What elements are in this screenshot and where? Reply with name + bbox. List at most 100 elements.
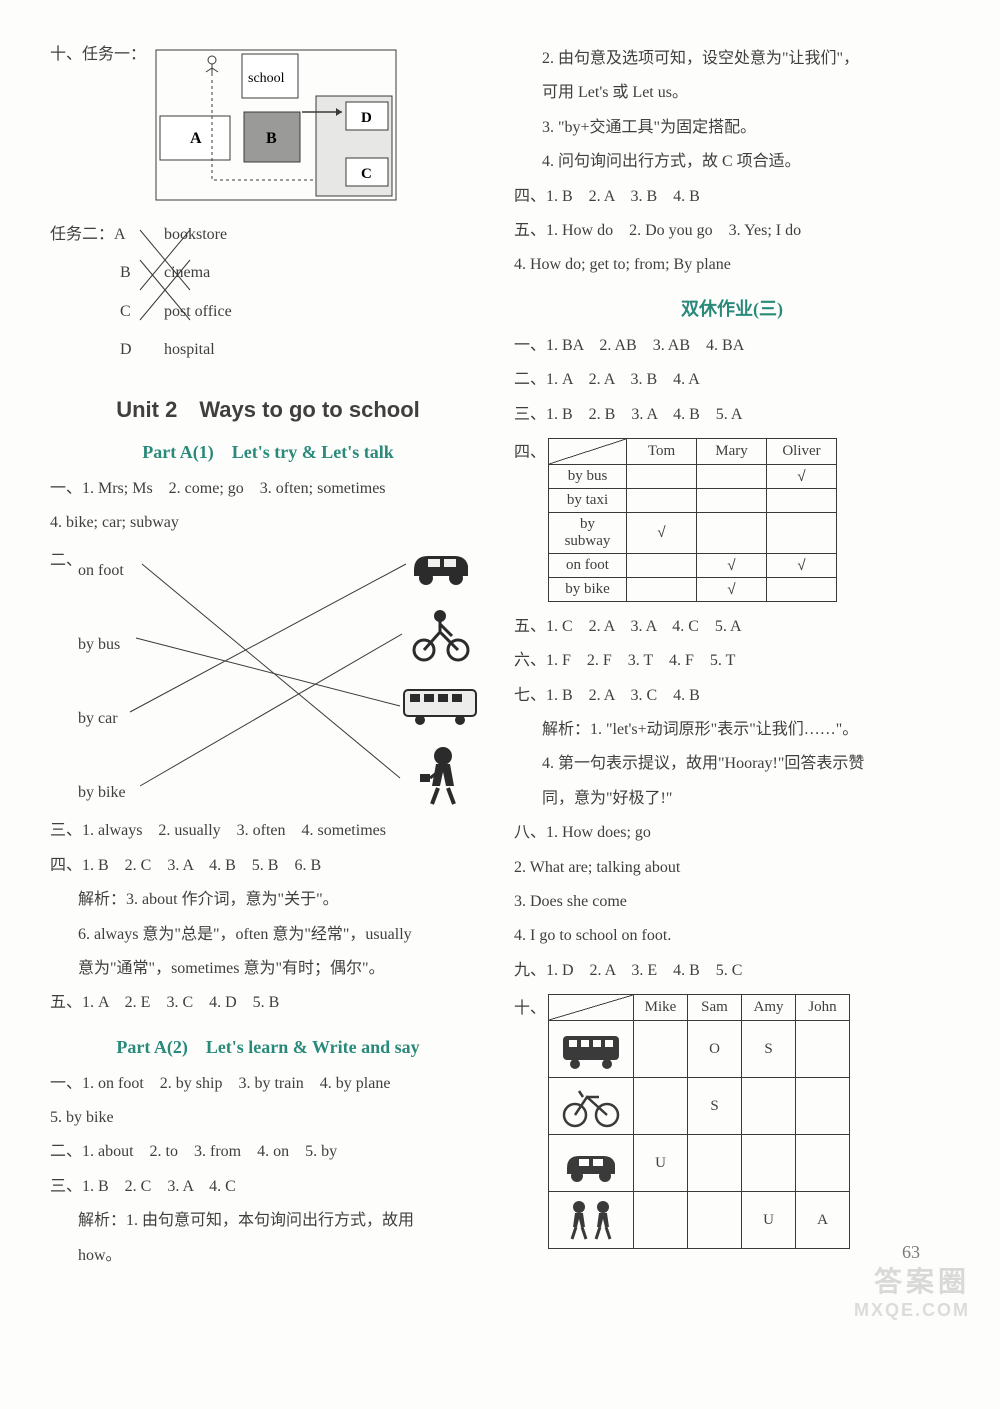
t2-l-d: D [50, 335, 164, 365]
t2-r-3: hospital [164, 335, 215, 365]
t4-cell [697, 512, 767, 553]
h7: 七、1. B 2. A 3. C 4. B [514, 681, 950, 711]
r3: 3. "by+交通工具"为固定搭配。 [514, 113, 950, 143]
h2: 二、1. A 2. A 3. B 4. A [514, 365, 950, 395]
t10-bus-icon [549, 1021, 634, 1078]
t10-cell [796, 1078, 850, 1135]
hw-title: 双休作业(三) [514, 295, 950, 321]
r2b: 可用 Let's 或 Let us。 [514, 78, 950, 108]
t10-cell: S [742, 1021, 796, 1078]
t4-cell [767, 488, 837, 512]
t4-cell [697, 488, 767, 512]
task1-label: 十、任务一： [50, 40, 146, 70]
a2-1: 一、1. on foot 2. by ship 3. by train 4. b… [50, 1069, 486, 1099]
right-column: 2. 由句意及选项可知，设空处意为"让我们"， 可用 Let's 或 Let u… [514, 40, 950, 1275]
t4c2: Oliver [767, 438, 837, 464]
t10-bike-icon [549, 1078, 634, 1135]
m-onfoot: on foot [78, 556, 124, 586]
ans-3: 三、1. always 2. usually 3. often 4. somet… [50, 816, 486, 846]
t2-l-a: A [114, 226, 126, 243]
t10-cell [688, 1192, 742, 1249]
t4r3: on foot [549, 553, 627, 577]
t10-car-icon [549, 1135, 634, 1192]
t2-r-2: post office [164, 297, 232, 327]
t4-cell: √ [767, 464, 837, 488]
h8b: 2. What are; talking about [514, 853, 950, 883]
part-a1-title: Part A(1) Let's try & Let's talk [50, 438, 486, 464]
task2-label: 任务二： [50, 226, 114, 243]
ans-4: 四、1. B 2. C 3. A 4. B 5. B 6. B [50, 851, 486, 881]
map-diagram: school A B D C [146, 40, 406, 210]
ans-4-ex3: 意为"通常"，sometimes 意为"有时；偶尔"。 [50, 954, 486, 984]
section2-match: 二、 on foot by bus by car by bike [50, 542, 486, 812]
rs4: 四、1. B 2. A 3. B 4. B [514, 182, 950, 212]
svg-text:school: school [248, 71, 285, 86]
t4-cell [697, 464, 767, 488]
a2-1b: 5. by bike [50, 1103, 486, 1133]
h4-label: 四、 [514, 438, 546, 468]
rs5b: 4. How do; get to; from; By plane [514, 250, 950, 280]
a2-3ex2: how。 [50, 1241, 486, 1271]
r2: 2. 由句意及选项可知，设空处意为"让我们"， [514, 44, 950, 74]
svg-text:C: C [361, 166, 372, 182]
t2-r-0: bookstore [164, 220, 227, 250]
t10-cell: U [742, 1192, 796, 1249]
t4-cell: √ [697, 553, 767, 577]
t4-cell: √ [697, 577, 767, 601]
task1-block: 十、任务一： school A B [50, 40, 486, 210]
t10-cell [796, 1021, 850, 1078]
t4-cell [627, 464, 697, 488]
h8d: 4. I go to school on foot. [514, 921, 950, 951]
car-icon [406, 542, 476, 588]
h8a: 八、1. How does; go [514, 818, 950, 848]
t10-cell [634, 1078, 688, 1135]
ans-1b: 4. bike; car; subway [50, 508, 486, 538]
rs5a: 五、1. How do 2. Do you go 3. Yes; I do [514, 216, 950, 246]
t10-cell: S [688, 1078, 742, 1135]
t4r1: by taxi [549, 488, 627, 512]
bus-icon [400, 682, 480, 728]
t10-cell [796, 1135, 850, 1192]
h6: 六、1. F 2. F 3. T 4. F 5. T [514, 646, 950, 676]
t10-cell [634, 1021, 688, 1078]
h7ex3: 同，意为"好极了!" [514, 784, 950, 814]
h7ex2: 4. 第一句表示提议，故用"Hooray!"回答表示赞 [514, 749, 950, 779]
ans-5: 五、1. A 2. E 3. C 4. D 5. B [50, 988, 486, 1018]
t4c1: Mary [697, 438, 767, 464]
table-10: Mike Sam Amy John OS S U [548, 994, 850, 1249]
t10-cell [634, 1192, 688, 1249]
t10-cell [688, 1135, 742, 1192]
t4r0: by bus [549, 464, 627, 488]
h5: 五、1. C 2. A 3. A 4. C 5. A [514, 612, 950, 642]
t10-cell [742, 1135, 796, 1192]
h1: 一、1. BA 2. AB 3. AB 4. BA [514, 331, 950, 361]
t10-cell [742, 1078, 796, 1135]
t10c3: John [796, 995, 850, 1021]
h3: 三、1. B 2. B 3. A 4. B 5. A [514, 400, 950, 430]
t4r2: by subway [549, 512, 627, 553]
h7ex1: 解析：1. "let's+动词原形"表示"让我们……"。 [514, 715, 950, 745]
m-bycar: by car [78, 704, 118, 734]
t4-cell [627, 577, 697, 601]
t10-cell: A [796, 1192, 850, 1249]
t4r4: by bike [549, 577, 627, 601]
h9: 九、1. D 2. A 3. E 4. B 5. C [514, 956, 950, 986]
task2-block: 任务二：Abookstore Bcinema Cpost office Dhos… [50, 216, 486, 370]
a2-2: 二、1. about 2. to 3. from 4. on 5. by [50, 1137, 486, 1167]
t4-cell: √ [767, 553, 837, 577]
a2-3: 三、1. B 2. C 3. A 4. C [50, 1172, 486, 1202]
t10c2: Amy [742, 995, 796, 1021]
t4-cell [627, 553, 697, 577]
r4: 4. 问句询问出行方式，故 C 项合适。 [514, 147, 950, 177]
ans-4-ex2: 6. always 意为"总是"，often 意为"经常"，usually [50, 920, 486, 950]
t2-r-1: cinema [164, 258, 210, 288]
h10-label: 十、 [514, 994, 546, 1024]
t10-cell: U [634, 1135, 688, 1192]
t10-walk-icon [549, 1192, 634, 1249]
svg-text:D: D [361, 110, 372, 126]
t4-cell [767, 577, 837, 601]
svg-text:A: A [190, 130, 202, 147]
h8c: 3. Does she come [514, 887, 950, 917]
watermark: 答案圈 MXQE.COM [854, 1260, 970, 1321]
svg-text:B: B [266, 130, 277, 147]
